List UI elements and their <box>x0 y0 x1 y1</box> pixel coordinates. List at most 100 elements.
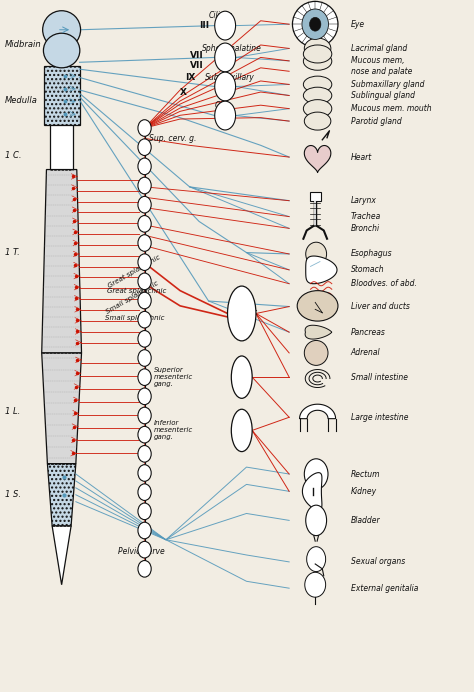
Text: Midbrain: Midbrain <box>5 40 41 50</box>
Text: Celiac: Celiac <box>235 308 258 318</box>
Ellipse shape <box>303 87 332 104</box>
Ellipse shape <box>44 33 80 68</box>
Ellipse shape <box>292 1 338 47</box>
Text: 1 L.: 1 L. <box>5 407 20 417</box>
Polygon shape <box>50 125 73 170</box>
Text: Liver and ducts: Liver and ducts <box>351 302 410 311</box>
Text: Kidney: Kidney <box>351 486 377 496</box>
Polygon shape <box>44 66 80 125</box>
Ellipse shape <box>215 11 236 40</box>
Ellipse shape <box>138 197 151 213</box>
Ellipse shape <box>302 9 328 39</box>
Ellipse shape <box>138 541 151 558</box>
Ellipse shape <box>303 100 332 118</box>
Polygon shape <box>42 353 82 464</box>
Ellipse shape <box>297 291 338 321</box>
Text: Mucous mem. mouth: Mucous mem. mouth <box>351 104 431 113</box>
Text: Inferior
mesenteric
gang.: Inferior mesenteric gang. <box>154 421 193 440</box>
Text: Bloodves. of abd.: Bloodves. of abd. <box>351 279 417 289</box>
Polygon shape <box>52 526 71 585</box>
Text: Rectum: Rectum <box>351 469 380 479</box>
Ellipse shape <box>306 242 327 266</box>
Text: Trachea: Trachea <box>351 212 381 221</box>
Text: Parotid gland: Parotid gland <box>351 116 401 126</box>
Ellipse shape <box>215 43 236 72</box>
Ellipse shape <box>138 561 151 577</box>
Text: Small splanchnic: Small splanchnic <box>105 316 165 321</box>
Ellipse shape <box>215 101 236 130</box>
Text: Sexual organs: Sexual organs <box>351 557 405 567</box>
Ellipse shape <box>138 369 151 385</box>
Ellipse shape <box>138 388 151 405</box>
Text: Great splanchnic: Great splanchnic <box>107 253 161 289</box>
Ellipse shape <box>303 76 332 93</box>
Text: nose and palate: nose and palate <box>351 66 412 76</box>
Ellipse shape <box>138 273 151 290</box>
Text: Small intestine: Small intestine <box>351 372 408 382</box>
Text: Otic: Otic <box>215 101 230 111</box>
Ellipse shape <box>303 53 332 70</box>
Text: Sphenopalatine: Sphenopalatine <box>202 44 262 53</box>
Ellipse shape <box>138 158 151 174</box>
Ellipse shape <box>303 45 332 63</box>
Text: Sublingual gland: Sublingual gland <box>351 91 415 100</box>
Polygon shape <box>305 325 332 339</box>
Ellipse shape <box>138 235 151 251</box>
Ellipse shape <box>304 340 328 365</box>
Text: Mucous mem,: Mucous mem, <box>351 56 404 66</box>
Text: Pelvic nerve: Pelvic nerve <box>118 547 165 556</box>
Ellipse shape <box>138 120 151 136</box>
Text: Medulla: Medulla <box>5 95 37 105</box>
Ellipse shape <box>305 572 326 597</box>
Text: Heart: Heart <box>351 152 372 162</box>
Text: Lacrimal gland: Lacrimal gland <box>351 44 407 53</box>
Polygon shape <box>310 192 321 201</box>
Text: Ciliary: Ciliary <box>209 11 233 21</box>
Text: Bronchi: Bronchi <box>351 224 380 233</box>
Text: III: III <box>199 21 209 30</box>
Ellipse shape <box>138 465 151 482</box>
Text: External genitalia: External genitalia <box>351 583 418 593</box>
Ellipse shape <box>138 311 151 328</box>
Ellipse shape <box>138 503 151 520</box>
Ellipse shape <box>231 409 252 452</box>
Text: IX: IX <box>185 73 195 82</box>
Ellipse shape <box>138 215 151 232</box>
Polygon shape <box>302 473 322 510</box>
Polygon shape <box>304 145 331 172</box>
Polygon shape <box>52 37 71 44</box>
Ellipse shape <box>138 426 151 443</box>
Text: X: X <box>180 87 187 97</box>
Polygon shape <box>47 464 76 526</box>
Ellipse shape <box>138 177 151 194</box>
Ellipse shape <box>307 547 326 572</box>
Text: Submaxillary gland: Submaxillary gland <box>351 80 424 89</box>
Ellipse shape <box>138 522 151 539</box>
Text: Great splanchnic: Great splanchnic <box>107 288 166 293</box>
Text: Large intestine: Large intestine <box>351 412 408 422</box>
Text: VII: VII <box>190 61 203 71</box>
Text: 1 S.: 1 S. <box>5 490 21 500</box>
Text: Sup. cerv. g.: Sup. cerv. g. <box>149 134 197 143</box>
Ellipse shape <box>310 17 321 31</box>
Ellipse shape <box>215 72 236 101</box>
Ellipse shape <box>138 446 151 462</box>
Ellipse shape <box>304 459 328 489</box>
Ellipse shape <box>43 11 81 48</box>
Text: Esophagus: Esophagus <box>351 249 392 259</box>
Text: Eye: Eye <box>351 19 365 29</box>
Text: Bladder: Bladder <box>351 516 380 525</box>
Ellipse shape <box>304 38 331 59</box>
Ellipse shape <box>304 112 331 130</box>
Ellipse shape <box>138 407 151 424</box>
Text: Pancreas: Pancreas <box>351 327 386 337</box>
Ellipse shape <box>138 331 151 347</box>
Text: VII: VII <box>190 51 203 60</box>
Ellipse shape <box>138 349 151 366</box>
Text: 1 T.: 1 T. <box>5 248 19 257</box>
Text: Small splanchnic: Small splanchnic <box>105 280 160 315</box>
Text: Superior
mesenteric
gang.: Superior mesenteric gang. <box>154 367 193 387</box>
Ellipse shape <box>138 484 151 500</box>
Polygon shape <box>306 256 337 284</box>
Text: Adrenal: Adrenal <box>351 348 380 358</box>
